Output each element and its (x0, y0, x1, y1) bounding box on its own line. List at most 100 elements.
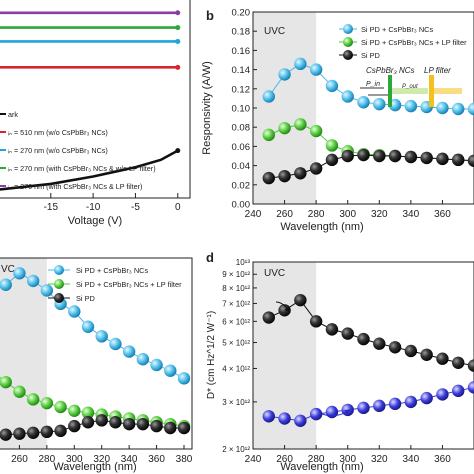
panel-b-point (373, 97, 386, 111)
panel-b-ytick-label: 0.10 (232, 104, 251, 115)
panel-c-point (95, 330, 108, 343)
panel-a: ark ᵢₙ = 510 nm (w/o CsPbBr₃ NCs) ᵢₙ = 270… (0, 0, 191, 227)
panel-c-xtick-label: 260 (11, 454, 28, 465)
panel-b-xtick-label: 280 (308, 209, 325, 220)
panel-c-xtick-label: 360 (148, 454, 165, 465)
panel-b-ytick-label: 0.16 (232, 46, 251, 57)
panel-b-xtick-label: 300 (339, 209, 356, 220)
panel-d-point (294, 293, 307, 307)
panel-d-point (420, 348, 433, 361)
panel-d-point (452, 356, 465, 369)
panel-c-xtick-label: 280 (39, 454, 56, 465)
panel-c-legend-label-2: Si PD (76, 294, 95, 303)
panel-d-ytick-label: 10¹³ (236, 258, 251, 267)
panel-b-point (325, 79, 339, 93)
panel-b-legend-label-0: Si PD + CsPbBr₃ NCs (361, 25, 434, 34)
panel-b-point (467, 102, 474, 116)
panel-d-point (404, 395, 418, 409)
panel-d-xtick-label: 360 (434, 454, 451, 465)
panel-b-point (436, 152, 449, 166)
d-arrow-black (275, 301, 291, 313)
panel-d-ytick-label: 2 × 10¹² (222, 445, 250, 454)
panel-b-point (294, 57, 307, 71)
panel-b-point (404, 99, 418, 113)
panel-b-letter: b (206, 8, 214, 23)
inset-nc-label: CsPbBr₃ NCs (366, 66, 415, 75)
panel-d: d UVC 10¹³ 9 × 10¹² 8 × 10¹² 7 × 10¹² 6 × 10… (206, 250, 474, 473)
panel-a-legend-label-2: ᵢₙ = 270 nm (w/o CsPbBr₃ NCs) (8, 146, 108, 155)
nc-film (388, 75, 392, 107)
panel-a-series-end-4 (175, 148, 181, 154)
panel-d-ytick-label: 7 × 10¹² (222, 299, 250, 308)
panel-c-point (136, 417, 150, 431)
panel-c-point (13, 267, 26, 280)
panel-b-point (309, 63, 323, 76)
panel-d-ylabel: D* (cm Hz^1/2 W⁻¹) (206, 311, 217, 399)
panel-c: VC 260 280 300 320 340 360 380 Si PD + CsPbBr₃… (0, 257, 193, 473)
panel-c-point (13, 385, 26, 398)
panel-b-legend-marker-1 (343, 37, 353, 47)
panel-b-point (294, 167, 307, 180)
panel-b-point (262, 171, 275, 185)
panel-b-ytick-label: 0.08 (232, 123, 251, 134)
panel-c-point (81, 416, 95, 429)
panel-b-point (388, 149, 402, 163)
d-arrow-blue (321, 409, 351, 417)
panel-c-point (164, 364, 177, 377)
panel-b-point (373, 149, 386, 163)
panel-c-point (26, 426, 40, 439)
panel-b-legend-marker-0 (343, 24, 353, 34)
panel-c-point (122, 345, 136, 358)
panel-c-xtick-label: 340 (121, 454, 138, 465)
panel-b-point (325, 153, 339, 167)
panel-d-point (325, 405, 339, 419)
panel-a-legend-label-3: ᵢₙ = 270 nm (with CsPbBr₃ NCs & w/o LP f… (8, 164, 156, 173)
panel-b-xtick-label: 240 (245, 209, 262, 220)
panel-d-point (404, 344, 418, 358)
panel-b-point (467, 154, 474, 167)
panel-c-point (109, 337, 122, 351)
panel-b-point (294, 118, 307, 131)
panel-b-point (278, 68, 291, 81)
panel-b-legend-label-2: Si PD (361, 51, 380, 60)
panel-d-xtick-label: 300 (339, 454, 356, 465)
panel-b-legend-marker-2 (343, 50, 353, 60)
panel-b-point (357, 96, 370, 109)
panel-d-point (388, 397, 402, 411)
panel-d-point (262, 311, 275, 324)
panel-c-point (164, 421, 177, 435)
inset-filter-label: LP filter (424, 66, 451, 75)
panel-c-point (40, 425, 54, 439)
panel-c-uvc-label: VC (1, 264, 15, 275)
panel-d-point (341, 327, 354, 340)
panel-d-point (373, 337, 386, 350)
panel-b-point (278, 121, 291, 135)
panel-c-point (109, 416, 122, 429)
panel-b-ytick-label: 0.14 (232, 65, 251, 76)
panel-b-point (404, 150, 418, 164)
panel-c-point (54, 400, 67, 414)
panel-c-legend-marker-1 (54, 279, 64, 289)
panel-b: b UVC 0.00 0.02 0.04 0.06 0.08 0.10 0.12 0.14 0.… (201, 8, 474, 233)
panel-c-point (68, 419, 81, 433)
panel-b-xtick-label: 360 (434, 209, 451, 220)
panel-b-point (262, 90, 275, 103)
panel-b-point (436, 101, 449, 115)
panel-c-point (150, 419, 163, 433)
panel-c-legend-label-0: Si PD + CsPbBr₃ NCs (76, 266, 149, 275)
panel-c-point (0, 428, 12, 441)
panel-d-xtick-label: 340 (403, 454, 420, 465)
panel-d-point (278, 412, 291, 425)
panel-d-xtick-label: 320 (371, 454, 388, 465)
panel-b-point (452, 102, 465, 116)
panel-a-series-end-0 (175, 10, 181, 16)
panel-b-point (262, 128, 275, 142)
panel-c-point (40, 284, 54, 297)
panel-d-letter: d (206, 250, 214, 265)
panel-d-point (357, 401, 370, 415)
panel-a-legend-label-0: ark (8, 110, 18, 119)
panel-a-legend-label-1: ᵢₙ = 510 nm (w/o CsPbBr₃ NCs) (8, 128, 108, 137)
panel-b-ytick-label: 0.02 (232, 180, 251, 191)
panel-d-xtick-label: 280 (308, 454, 325, 465)
